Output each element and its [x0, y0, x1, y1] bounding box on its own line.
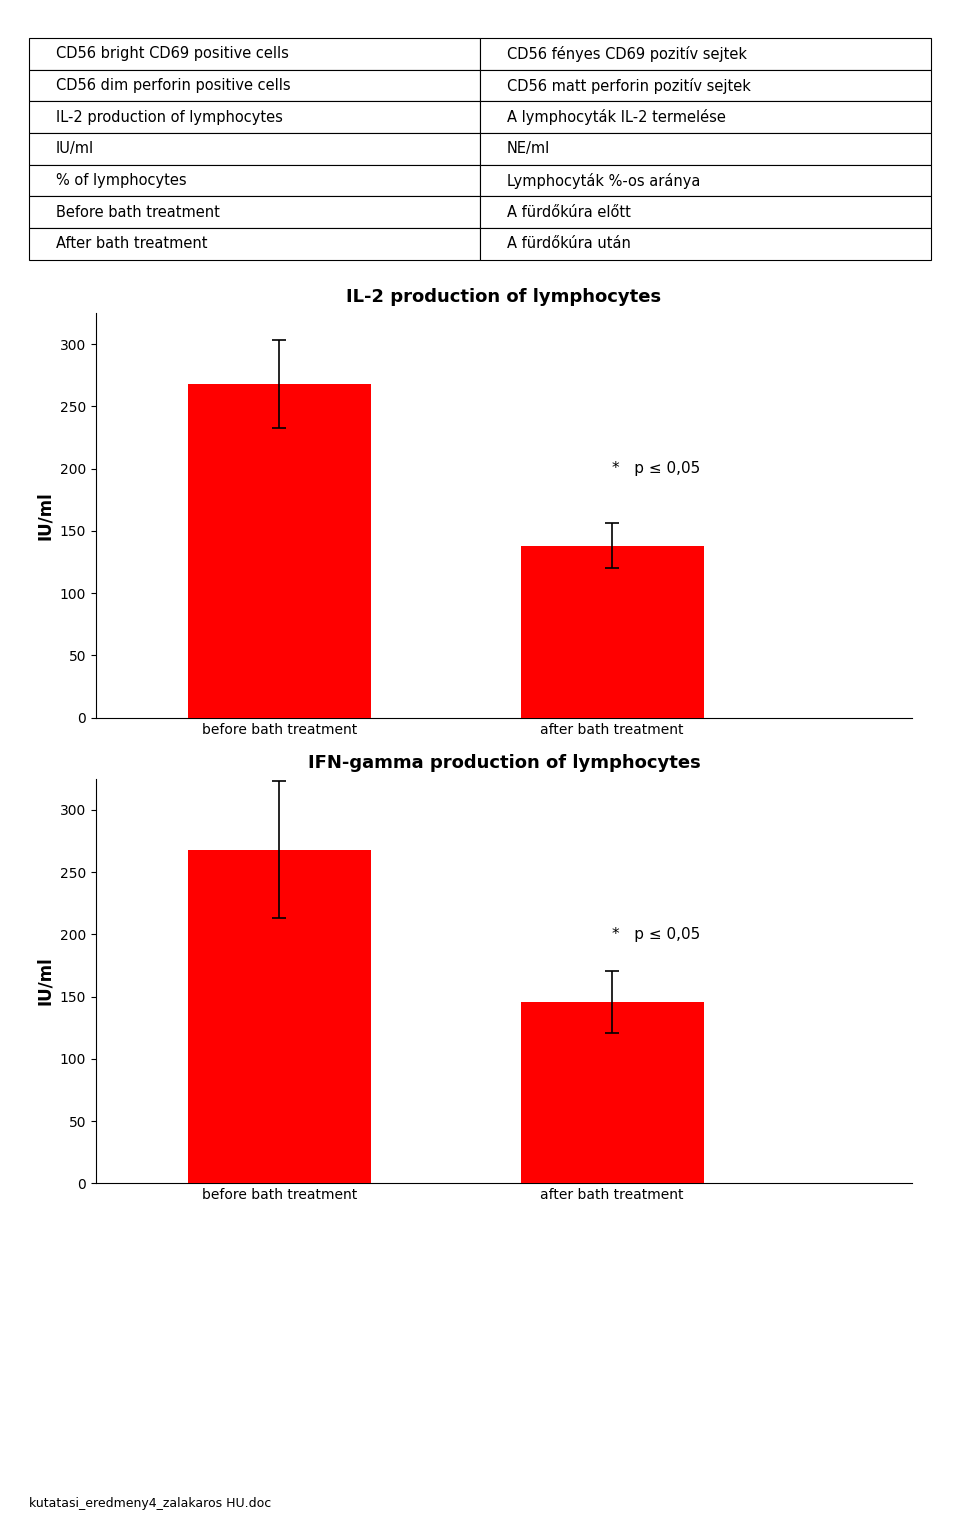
Bar: [520, 1002, 704, 1183]
Bar: [187, 383, 371, 718]
Title: IFN-gamma production of lymphocytes: IFN-gamma production of lymphocytes: [307, 754, 701, 771]
Text: *   p ≤ 0,05: * p ≤ 0,05: [612, 927, 701, 942]
Y-axis label: IU/ml: IU/ml: [36, 492, 55, 539]
Title: IL-2 production of lymphocytes: IL-2 production of lymphocytes: [347, 289, 661, 305]
Bar: [187, 849, 371, 1183]
Bar: [520, 545, 704, 718]
Text: kutatasi_eredmeny4_zalakaros HU.doc: kutatasi_eredmeny4_zalakaros HU.doc: [29, 1496, 271, 1510]
Text: *   p ≤ 0,05: * p ≤ 0,05: [612, 461, 701, 476]
Y-axis label: IU/ml: IU/ml: [36, 957, 55, 1005]
